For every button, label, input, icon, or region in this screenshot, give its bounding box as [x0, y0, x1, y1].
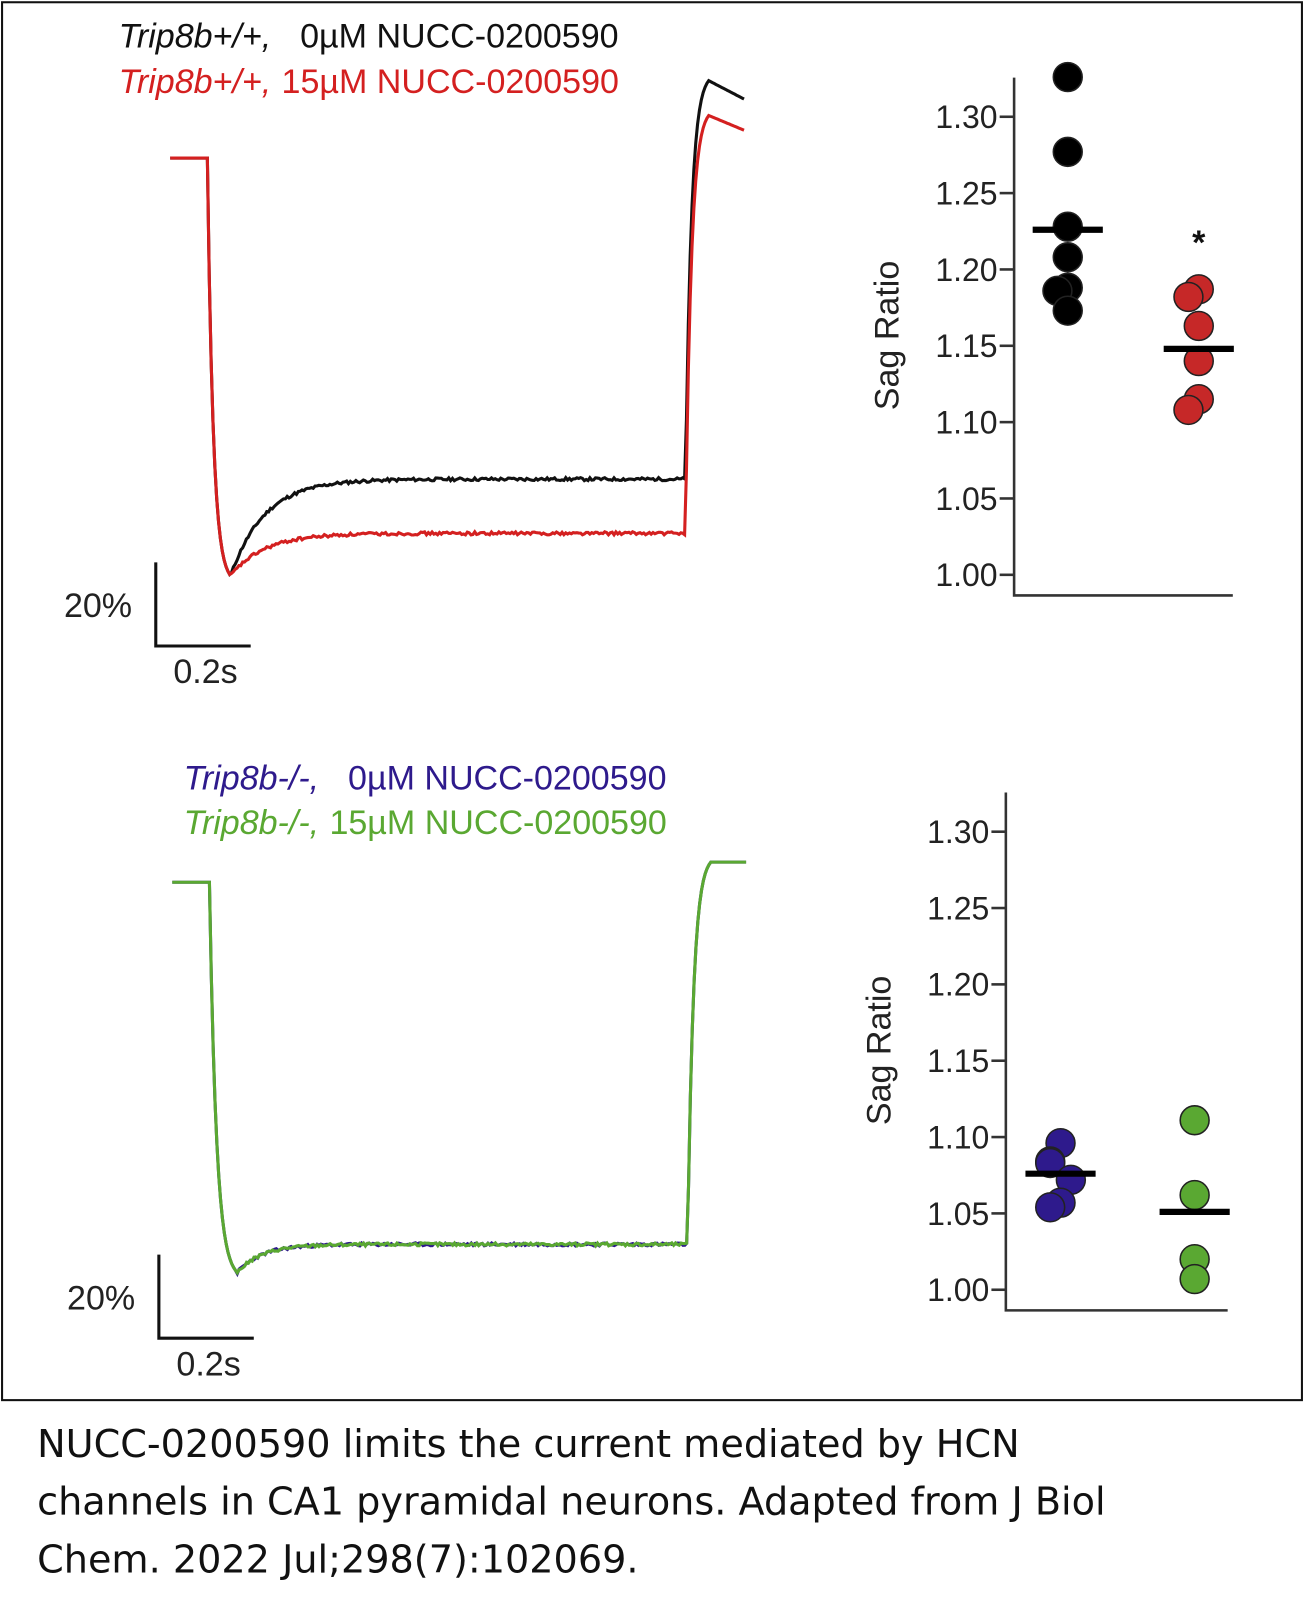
trace-line: [170, 113, 745, 577]
y-tick-label: 1.20: [927, 967, 989, 1003]
scale-bar-top: 20% 0.2s: [64, 562, 251, 691]
y-tick-label: 1.00: [927, 1272, 989, 1308]
data-point: [1052, 295, 1083, 326]
legend-bottom-0: Trip8b-/-, 0µM NUCC-0200590: [184, 759, 667, 797]
trace-line: [170, 78, 745, 578]
significance-marker: *: [1192, 224, 1206, 262]
data-point: [1179, 1179, 1210, 1211]
y-tick-label: 1.15: [935, 328, 997, 364]
scatter-top: 1.00 1.05 1.10 1.15 1.20 1.25 1.30 Sag Ratio *: [869, 61, 1234, 597]
y-tick-label: 1.30: [927, 814, 989, 850]
axis-lines: [1012, 77, 1233, 597]
y-axis-label: Sag Ratio: [860, 976, 898, 1125]
y-tick-label: 1.10: [935, 404, 997, 440]
y-tick-label: 1.20: [935, 252, 997, 288]
data-point: [1034, 1192, 1066, 1223]
legend-top-0: Trip8b+/+, 0µM NUCC-0200590: [119, 18, 619, 56]
caption-line-2: channels in CA1 pyramidal neurons. Adapt…: [37, 1481, 1105, 1525]
scale-bar-y-label: 20%: [64, 587, 132, 625]
y-tick-label: 1.05: [935, 481, 997, 517]
caption-line-3: Chem. 2022 Jul;298(7):102069.: [37, 1538, 638, 1582]
y-tick-label: 1.10: [927, 1119, 989, 1155]
y-tick-label: 1.15: [927, 1043, 989, 1079]
y-tick-label: 1.25: [935, 175, 997, 211]
scatter-bottom: 1.00 1.05 1.10 1.15 1.20 1.25 1.30 Sag Ratio: [860, 792, 1230, 1312]
scale-bar-y-label: 20%: [67, 1279, 135, 1317]
trace-line: [172, 860, 747, 1276]
data-point: [1179, 1105, 1210, 1136]
y-axis-label: Sag Ratio: [869, 261, 907, 410]
data-point: [1183, 310, 1214, 342]
figure-border: [1, 1, 1303, 1402]
data-point: [1173, 281, 1204, 313]
traces-top: [170, 78, 745, 578]
y-tick-label: 1.05: [927, 1196, 989, 1232]
data-point: [1034, 1147, 1066, 1179]
traces-bottom: [172, 860, 747, 1278]
y-tick-label: 1.00: [935, 557, 997, 593]
scale-bar-x-label: 0.2s: [176, 1345, 240, 1383]
scale-bar-x-label: 0.2s: [173, 653, 237, 691]
caption-line-1: NUCC-0200590 limits the current mediated…: [37, 1423, 1020, 1467]
legend-bottom-1: Trip8b-/-, 15µM NUCC-0200590: [184, 804, 667, 842]
data-point: [1052, 136, 1083, 168]
y-tick-label: 1.30: [935, 99, 997, 135]
scale-bar-bottom: 20% 0.2s: [67, 1254, 254, 1383]
data-point: [1179, 1263, 1210, 1295]
axis-lines: [1004, 792, 1228, 1312]
data-point: [1052, 242, 1083, 273]
y-tick-label: 1.25: [927, 890, 989, 926]
data-point: [1173, 394, 1204, 426]
legend-top-1: Trip8b+/+, 15µM NUCC-0200590: [119, 63, 619, 101]
data-point: [1052, 61, 1083, 93]
